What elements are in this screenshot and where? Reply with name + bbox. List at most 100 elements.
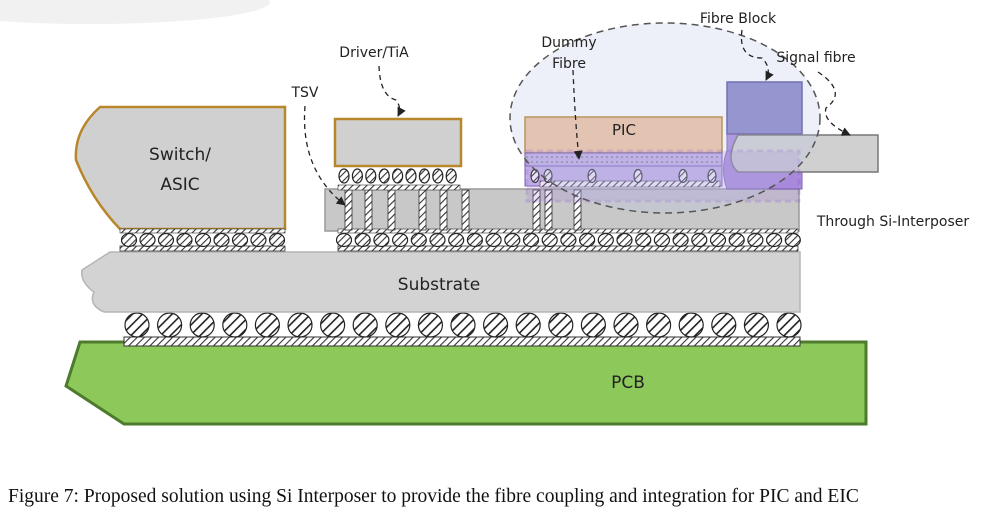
interposer-solder-ball [578, 232, 596, 248]
driver-tia-arrow [378, 65, 406, 117]
si-interposer [324, 188, 800, 234]
pcb-solder-ball [613, 312, 639, 338]
substrate [81, 251, 801, 313]
interposer-solder-ball [392, 232, 409, 248]
tsv-arrow [303, 105, 346, 206]
pcb [64, 340, 868, 426]
interposer-solder-ball [747, 232, 764, 248]
interposer-highlight [525, 149, 801, 203]
pcb-solder-ball [743, 312, 770, 338]
interposer-solder-ball [466, 232, 483, 248]
tsv-via [439, 189, 448, 231]
tsv-label: TSV [290, 85, 318, 101]
pcb-solder-ball [450, 312, 476, 338]
fibre-block-label: Fibre Block [700, 11, 777, 27]
pcb-solder-ball [678, 312, 704, 338]
interposer-solder-ball [335, 232, 353, 248]
through-si-interposer-label: Through Si-Interposer [816, 214, 970, 230]
pcb-pad-strip [123, 336, 801, 347]
coupling-region-ellipse [509, 22, 821, 214]
driver-solder-balls [338, 168, 457, 184]
pic-micro-bumps [530, 168, 717, 184]
driver-solder-ball [365, 168, 377, 184]
driver-solder-ball [338, 168, 350, 184]
asic-solder-ball [268, 232, 286, 248]
tsv-via [461, 189, 470, 231]
tsv-via [364, 189, 373, 231]
asic-solder-ball [139, 232, 156, 248]
driver-solder-ball [418, 168, 430, 184]
interposer-solder-ball [709, 232, 727, 248]
interposer-solder-ball [373, 232, 390, 248]
pcb-solder-ball [254, 312, 280, 338]
switch-asic-label-line2: ASIC [160, 175, 199, 195]
background-shadow [0, 0, 270, 24]
asic-solder-ball [176, 232, 193, 248]
asic-solder-ball [120, 232, 138, 248]
pcb-solder-balls [124, 312, 802, 338]
pcb-solder-ball [711, 312, 737, 338]
pcb-solder-ball [483, 312, 509, 338]
pic-micro-bump [633, 168, 643, 184]
dummy-fibre-label-line1: Dummy [541, 35, 596, 51]
pcb-solder-ball [645, 312, 672, 338]
tsv-via [387, 189, 396, 231]
interposer-solder-ball [560, 232, 577, 248]
tsv-via [344, 189, 353, 231]
dummy-fibre-label-line2: Fibre [552, 56, 586, 72]
interposer-solder-ball [541, 232, 558, 248]
driver-solder-ball [405, 168, 417, 184]
driver-solder-ball [445, 168, 457, 184]
pcb-solder-ball [385, 312, 411, 338]
interposer-solder-ball [765, 232, 783, 248]
signal-fibre-arrow [817, 71, 851, 136]
asic-solder-ball [157, 232, 175, 248]
tsv-via [544, 189, 553, 231]
pcb-solder-ball [548, 312, 574, 338]
tsv-via [532, 189, 541, 231]
interposer-solder-ball [784, 232, 801, 248]
interposer-solder-ball [448, 232, 465, 248]
interposer-solder-ball [354, 232, 371, 248]
interposer-solder-ball [429, 232, 446, 248]
pcb-solder-ball [124, 312, 150, 338]
driver-tia-chip [333, 117, 463, 191]
pcb-solder-ball [320, 312, 346, 338]
pic-micro-bump [678, 168, 688, 184]
interposer-solder-ball [728, 232, 745, 248]
pic-label: PIC [612, 121, 636, 139]
driver-solder-ball [432, 168, 444, 184]
interposer-solder-ball [485, 232, 502, 248]
tsv-via [418, 189, 427, 231]
interposer-solder-ball [672, 232, 689, 248]
pcb-solder-ball [222, 312, 248, 338]
driver-solder-ball [378, 168, 390, 184]
signal-fibre-label: Signal fibre [776, 50, 855, 66]
interposer-solder-ball [653, 232, 671, 248]
switch-asic-label-line1: Switch/ [149, 145, 211, 165]
pcb-solder-ball [287, 312, 313, 338]
interposer-solder-ball [616, 232, 633, 248]
interposer-solder-ball [691, 232, 708, 248]
asic-solder-ball [231, 232, 249, 248]
pcb-solder-ball [515, 312, 541, 338]
tsv-vias [344, 189, 582, 231]
asic-solder-ball [194, 232, 212, 248]
fibre-block-arrow [740, 29, 774, 81]
switch-asic-chip [74, 105, 287, 234]
driver-solder-ball [351, 168, 363, 184]
interposer-solder-ball [597, 232, 614, 248]
tsv-via [573, 189, 582, 231]
pcb-solder-ball [352, 312, 378, 338]
driver-solder-ball [392, 168, 404, 184]
signal-fibre [730, 134, 879, 173]
pic-micro-bump [707, 168, 717, 184]
pcb-solder-ball [417, 312, 443, 338]
pic-micro-bump [587, 168, 597, 184]
interposer-solder-ball [635, 232, 652, 248]
pcb-label: PCB [611, 373, 645, 393]
interposer-solder-ball [504, 232, 521, 248]
figure-caption: Figure 7: Proposed solution using Si Int… [8, 486, 859, 507]
asic-solder-ball [250, 232, 267, 248]
driver-tia-label: Driver/TiA [339, 45, 409, 61]
